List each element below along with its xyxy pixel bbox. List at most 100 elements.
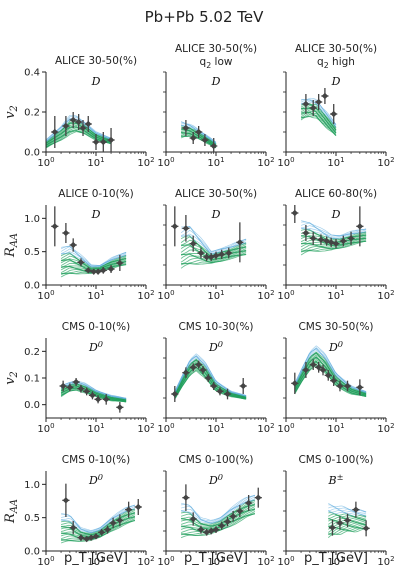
data-point [182,225,190,232]
panel-title: ALICE 30-50(%) [295,43,377,55]
x-axis-label-col-0: p_T [GeV] [64,551,128,566]
y-tick-label: 0.0 [24,400,40,411]
panel-3-2: CMS 0-100(%) 100 101 102 B± [277,454,394,568]
panel-0-2: ALICE 30-50(%)q2 high 100 101 102 D [277,43,394,169]
data-point [116,259,124,267]
panel-3-0: CMS 0-10(%) 100 101 102 0.0 0.5 1.0 RAA D0 [3,454,155,568]
y-tick-label: 0.2 [24,347,40,358]
data-point [321,92,329,100]
data-point [171,390,179,398]
data-point [330,377,337,384]
data-point [190,364,197,371]
data-point [195,128,202,136]
x-tick-label: 102 [257,555,274,568]
model-curve [301,220,367,236]
data-point [323,237,330,245]
data-point [51,223,59,230]
y-tick-label: 0.5 [24,513,40,524]
panel-title: ALICE 30-50(%) [175,43,257,55]
data-point [205,374,212,382]
data-point [291,380,299,387]
data-point [325,372,332,379]
data-point [182,124,190,132]
data-points [59,378,124,413]
data-point [103,396,110,403]
x-tick-label: 100 [37,422,54,435]
panel-1-1: ALICE 30-50(%) 100 101 102 D [157,188,274,302]
x-tick-label: 101 [327,156,344,169]
data-point [190,134,197,142]
data-point [197,526,205,533]
data-point [344,382,351,390]
model-curve [180,250,247,263]
data-point [240,382,247,390]
x-tick-label: 102 [377,156,394,169]
data-point [329,524,336,531]
data-point [77,259,85,266]
data-point [62,497,70,504]
data-point [362,525,370,532]
model-curve [181,252,247,265]
model-curve [294,345,367,392]
data-point [59,382,67,390]
panel-title: CMS 0-10(%) [62,454,130,466]
data-point [330,110,337,118]
x-tick-label: 100 [277,555,294,568]
panel-title: CMS 0-100(%) [298,454,373,466]
x-tick-label: 101 [87,422,104,435]
model-curve [61,245,127,266]
data-point [116,517,124,524]
data-points [328,501,370,537]
model-curve [181,226,247,252]
panel-title: ALICE 60-80(%) [295,188,377,200]
model-curve [181,494,256,521]
data-point [255,494,262,501]
data-point [62,122,70,130]
data-point [302,100,310,108]
x-tick-label: 102 [377,555,394,568]
data-point [171,223,179,230]
data-point [116,404,124,411]
data-point [347,235,355,242]
model-curve [181,496,256,524]
model-curve [180,229,247,255]
data-points [51,112,115,152]
x-tick-label: 102 [257,422,274,435]
data-point [79,124,87,132]
data-point [352,506,360,513]
data-point [100,138,107,146]
model-curve [300,238,367,251]
panel-2-0: CMS 0-10(%) 100 101 102 0.0 0.1 0.2 v2 D0 [3,321,155,435]
particle-label: D [331,75,341,88]
y-tick-label: 0.4 [24,68,40,79]
data-point [302,366,310,374]
model-curve [60,381,127,399]
data-point [94,268,102,275]
model-curve [180,248,247,260]
data-point [218,522,225,529]
data-point [87,534,95,541]
data-point [317,236,325,243]
x-tick-label: 100 [277,422,294,435]
particle-label: B± [327,472,343,487]
y-tick-label: 0.5 [24,247,40,258]
panel-grid: ALICE 30-50(%)100 101 1020.00.20.4v2DALICE… [3,43,395,568]
x-tick-label: 101 [327,422,344,435]
x-tick-label: 100 [277,156,294,169]
model-curve [174,353,247,396]
data-point [199,366,207,374]
data-point [315,364,322,371]
data-point [310,104,317,112]
panel-1-2: ALICE 60-80(%) 100 101 102 D [277,188,394,302]
data-point [212,526,220,533]
x-tick-label: 102 [137,156,154,169]
data-point [216,388,224,395]
x-tick-label: 101 [207,156,224,169]
panel-title: ALICE 0-10(%) [58,188,133,200]
data-point [70,524,77,531]
model-curve [60,380,127,399]
data-point [245,499,252,507]
panel-3-1: CMS 0-100(%) 100 101 102 D0 [157,454,274,568]
particle-label: D [211,75,221,88]
